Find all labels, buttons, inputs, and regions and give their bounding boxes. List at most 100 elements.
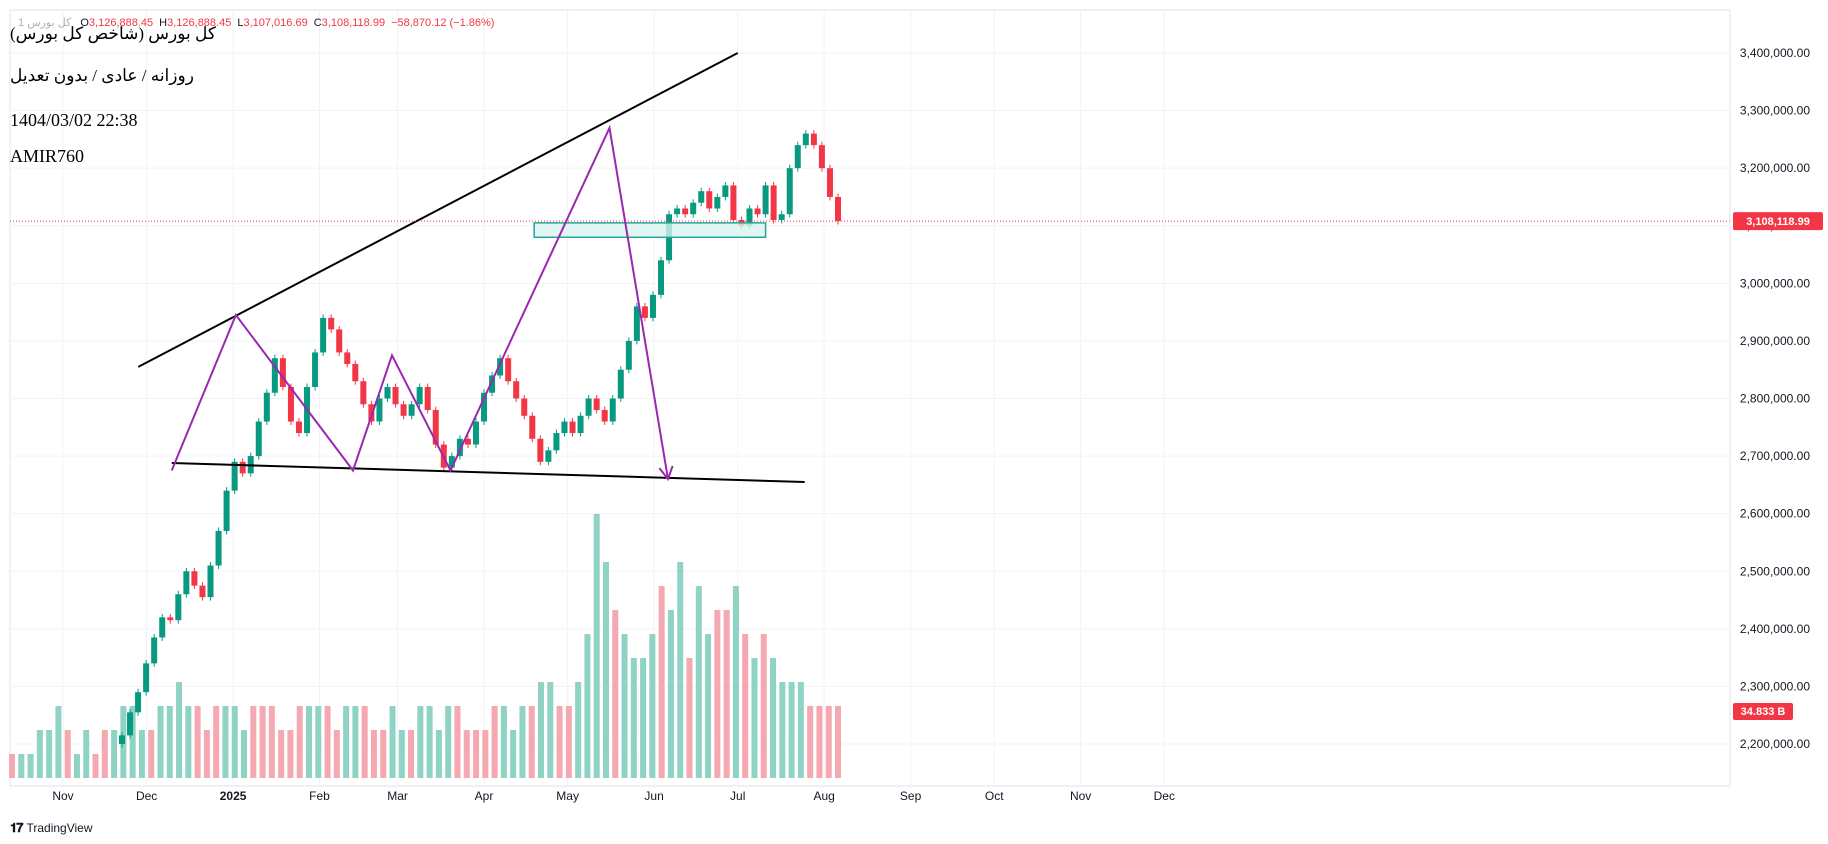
x-tick-label: Aug xyxy=(813,789,834,803)
ohlc-key: O xyxy=(80,17,89,29)
arrow-head xyxy=(658,465,674,482)
candle-body xyxy=(698,191,705,203)
candle-body xyxy=(553,433,560,451)
volume-bar xyxy=(732,586,739,778)
candle xyxy=(191,567,198,590)
volume-bar xyxy=(46,730,53,778)
volume-bar xyxy=(370,730,377,778)
candle xyxy=(119,731,125,748)
candle-body xyxy=(770,185,777,220)
candle-body xyxy=(609,398,616,422)
candle xyxy=(481,389,488,425)
candle xyxy=(658,256,665,299)
tradingview-logo[interactable]: 𝟏𝟕 TradingView xyxy=(10,820,93,836)
candle xyxy=(336,325,343,356)
candle xyxy=(730,181,737,224)
candle xyxy=(231,458,238,495)
chart-subtitle: روزانه / عادی / بدون تعدیل xyxy=(10,66,194,85)
candle xyxy=(143,659,150,696)
zigzag-pattern xyxy=(170,124,669,480)
candle-body xyxy=(810,133,817,146)
ohlc-value: −58,870.12 (−1.86%) xyxy=(391,17,495,29)
candle-body xyxy=(392,386,399,405)
candle xyxy=(183,567,190,598)
candle-body xyxy=(786,168,793,215)
ohlc-key: L xyxy=(237,17,244,29)
volume-bar xyxy=(268,706,275,778)
candle xyxy=(263,389,270,425)
candle xyxy=(569,418,576,437)
candle-body xyxy=(352,363,359,382)
candle-body xyxy=(658,260,665,295)
candle xyxy=(400,400,407,420)
candle xyxy=(416,383,423,408)
volume-bar xyxy=(185,706,192,778)
candle-body xyxy=(545,450,552,462)
candle-body xyxy=(384,386,391,399)
candle-body xyxy=(730,185,737,220)
candle xyxy=(577,412,584,437)
candle xyxy=(151,634,158,667)
candle-body xyxy=(223,490,230,531)
candle xyxy=(505,354,512,385)
chart-author: AMIR760 xyxy=(10,146,85,166)
candle xyxy=(835,193,841,225)
candle xyxy=(714,193,721,212)
candle-body xyxy=(601,410,608,422)
volume-bar xyxy=(473,730,480,778)
candle xyxy=(360,377,367,408)
candle-body xyxy=(432,410,439,445)
candle-body xyxy=(175,594,182,621)
volume-bar xyxy=(760,634,767,778)
candle xyxy=(794,141,801,172)
volume-bar xyxy=(435,730,442,778)
volume-bar xyxy=(333,730,340,778)
volume-bar xyxy=(389,706,396,778)
candle-body xyxy=(826,168,833,197)
tradingview-brand-name: TradingView xyxy=(26,821,93,835)
candle xyxy=(279,354,286,391)
volume-bar xyxy=(547,682,554,778)
volume-bar xyxy=(640,658,647,778)
volume-bar xyxy=(779,682,786,778)
volume-bar xyxy=(138,730,145,778)
candle-body xyxy=(617,369,624,399)
candle xyxy=(384,383,391,402)
x-tick-label: Apr xyxy=(475,789,494,803)
ohlc-value: 3,126,888.45 xyxy=(88,17,154,29)
candle-body xyxy=(360,381,367,405)
candle xyxy=(722,181,729,201)
candle-body xyxy=(762,185,769,215)
candle xyxy=(159,613,166,641)
candle-body xyxy=(682,208,689,215)
candle-body xyxy=(159,617,166,638)
volume-bar xyxy=(73,754,80,778)
chart-datetime: 1404/03/02 22:38 xyxy=(10,110,138,130)
x-tick-label: Jul xyxy=(730,789,745,803)
symbol-label: 1 کل بورس xyxy=(18,17,72,29)
volume-bar xyxy=(705,634,712,778)
candle xyxy=(127,708,134,739)
candle xyxy=(649,291,656,322)
volume-bar xyxy=(36,730,43,778)
candle xyxy=(408,400,415,420)
trendline-upper xyxy=(137,52,739,368)
candle-body xyxy=(143,663,150,693)
candle xyxy=(674,205,681,218)
ohlc-key: H xyxy=(159,17,168,29)
candle xyxy=(207,562,214,601)
candle xyxy=(472,418,479,449)
candle-body xyxy=(577,415,584,434)
candle xyxy=(810,130,817,149)
candle-body xyxy=(320,317,327,353)
volume-bar xyxy=(751,658,758,778)
candle xyxy=(255,418,262,460)
candle xyxy=(826,164,833,201)
volume-bar xyxy=(157,706,164,778)
volume-bar xyxy=(250,706,257,778)
x-tick-label: Dec xyxy=(1154,789,1175,803)
volume-bar xyxy=(203,730,210,778)
candle-body xyxy=(295,421,302,434)
volume-bar xyxy=(148,730,155,778)
